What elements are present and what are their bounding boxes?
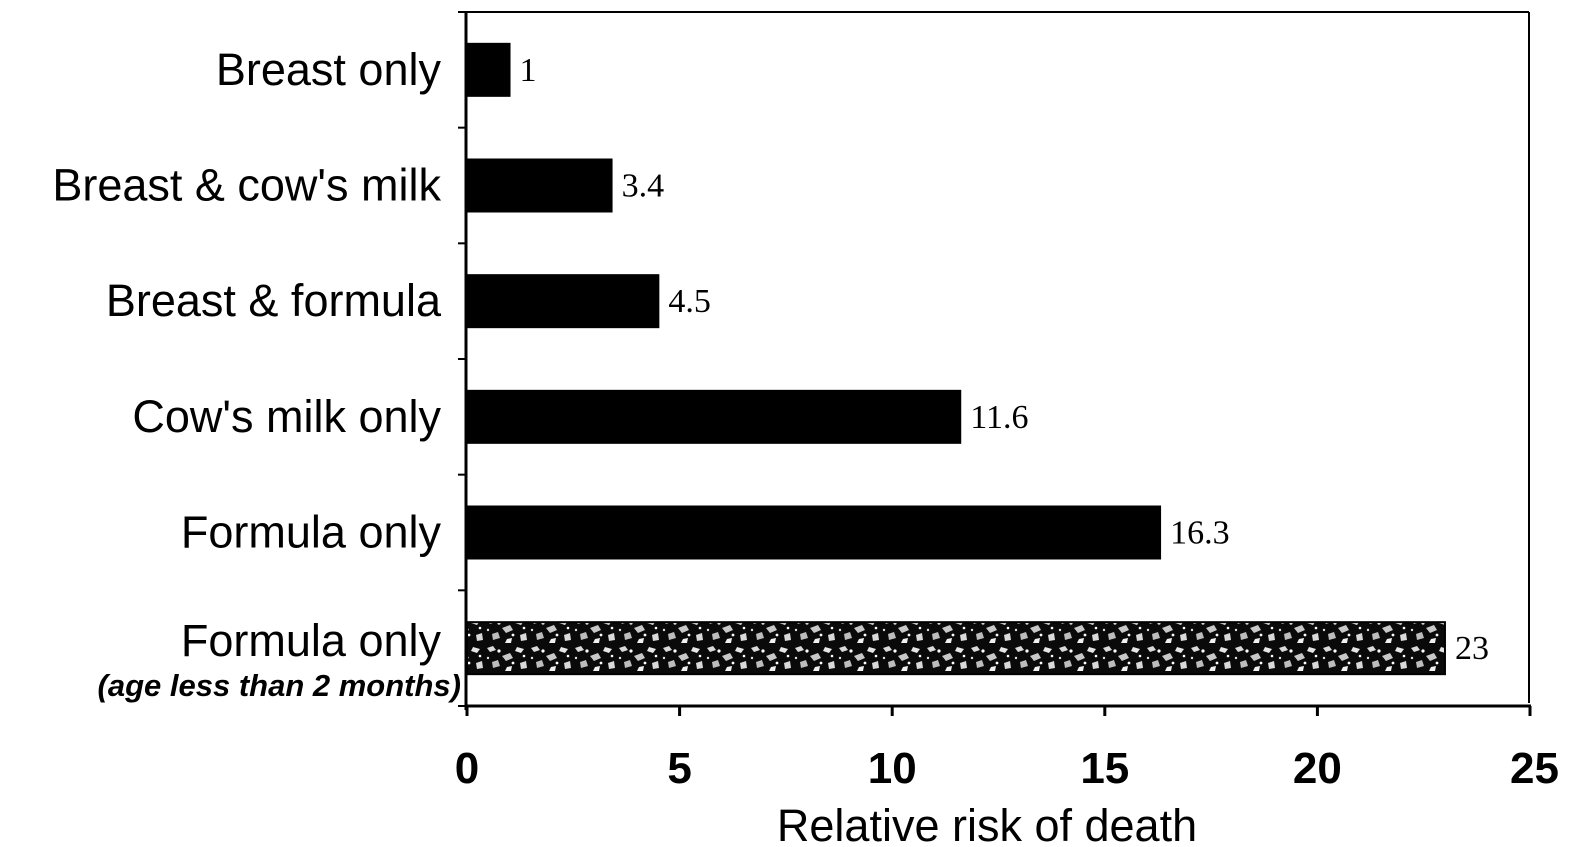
category-sublabel-6: (age less than 2 months) [98, 668, 461, 703]
x-tick-label: 0 [455, 744, 479, 793]
plot-frame [464, 11, 1531, 710]
category-label-6: Formula only [181, 615, 442, 666]
x-tick-label: 25 [1510, 744, 1559, 793]
bar-5 [466, 505, 1162, 560]
value-label-3: 4.5 [668, 283, 711, 320]
x-axis-ticks [465, 706, 1532, 716]
bar-1 [466, 42, 511, 97]
category-label-4: Cow's milk only [132, 391, 441, 442]
x-axis-title: Relative risk of death [777, 800, 1197, 847]
x-tick-label: 5 [667, 744, 691, 793]
value-label-5: 16.3 [1170, 515, 1230, 552]
bars [466, 42, 1446, 676]
x-tick-label: 15 [1080, 744, 1129, 793]
x-tick-label: 20 [1293, 744, 1342, 793]
x-tick-labels: 0 5 10 15 20 25 [455, 744, 1559, 793]
x-tick-label: 10 [868, 744, 917, 793]
bar-3 [466, 274, 660, 329]
category-labels: Breast only Breast & cow's milk Breast & f… [52, 44, 461, 703]
bar-2 [466, 158, 613, 213]
category-label-3: Breast & formula [106, 275, 442, 326]
value-label-6: 23 [1455, 630, 1489, 667]
category-label-1: Breast only [216, 44, 442, 95]
value-label-4: 11.6 [970, 399, 1028, 436]
y-axis-ticks [458, 11, 467, 707]
bar-6 [466, 621, 1446, 676]
category-label-5: Formula only [181, 507, 442, 558]
value-labels: 1 3.4 4.5 11.6 16.3 23 [520, 52, 1489, 667]
bar-4 [466, 389, 962, 444]
value-label-1: 1 [520, 52, 537, 89]
category-label-2: Breast & cow's milk [52, 160, 441, 211]
value-label-2: 3.4 [622, 168, 665, 205]
